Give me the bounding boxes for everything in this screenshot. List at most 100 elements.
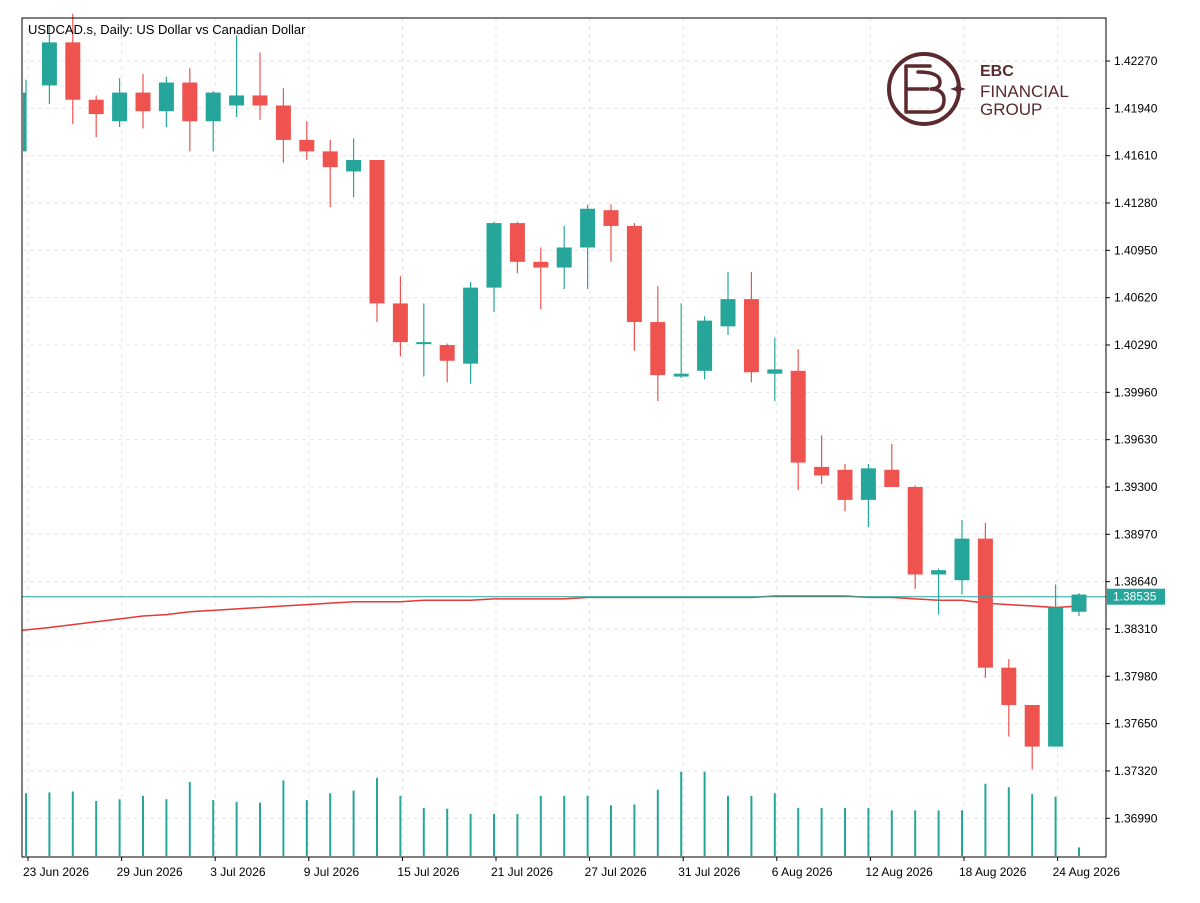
price-tick-label-12: 1.38310 [1114,622,1158,636]
candle-body-18 [439,344,455,361]
candle-44 [1048,584,1064,747]
candle-7 [182,68,198,152]
candle-8 [205,91,221,152]
candle-35 [837,464,853,512]
candle-2 [65,13,81,125]
ebc-logo: EBC FINANCIAL GROUP [887,52,1069,126]
price-tick-label-0: 1.42270 [1114,54,1158,68]
price-tick-label-9: 1.39300 [1114,480,1158,494]
candle-24 [580,204,596,290]
price-tick-label-13: 1.37980 [1114,669,1158,683]
candle-12 [299,121,315,160]
candle-layer [23,13,1087,770]
price-tick-label-7: 1.39960 [1114,385,1158,399]
candle-27 [650,286,666,401]
candle-body-38 [907,486,923,575]
candle-body-3 [88,99,104,115]
candle-body-11 [275,105,291,140]
candle-body-37 [884,469,900,487]
candle-body-7 [182,82,198,122]
candle-body-30 [720,299,736,327]
candle-32 [767,337,783,401]
candle-body-4 [112,92,128,122]
candle-body-24 [580,208,596,248]
candle-body-25 [603,210,619,226]
price-tick-label-4: 1.40950 [1114,243,1158,257]
candle-23 [556,225,572,290]
plot-frame [21,17,1107,858]
candle-body-5 [135,92,151,112]
candle-body-19 [463,287,479,364]
date-tick-label-10: 18 Aug 2026 [959,865,1027,879]
price-tick-label-6: 1.40290 [1114,338,1158,352]
candle-body-29 [697,320,713,371]
candle-body-17 [416,342,432,345]
current-price-label: 1.38535 [1113,590,1157,604]
date-tick-label-0: 23 Jun 2026 [23,865,89,879]
price-tick-label-2: 1.41610 [1114,149,1158,163]
candle-4 [112,78,128,127]
price-tick-label-10: 1.38970 [1114,527,1158,541]
candle-body-0 [23,92,27,152]
candle-1 [41,25,57,105]
candle-21 [509,221,525,274]
candle-11 [275,88,291,163]
candle-28 [673,303,689,378]
candle-body-28 [673,373,689,377]
candle-body-23 [556,247,572,268]
candle-body-36 [860,468,876,500]
date-tick-label-2: 3 Jul 2026 [210,865,266,879]
candle-29 [697,316,713,380]
candle-body-2 [65,42,81,100]
date-tick-label-8: 6 Aug 2026 [772,865,833,879]
candle-37 [884,443,900,487]
candle-body-44 [1048,607,1064,747]
candle-36 [860,464,876,528]
ebc-logo-line3: GROUP [980,100,1042,119]
date-tick-label-7: 31 Jul 2026 [678,865,740,879]
price-tick-label-16: 1.36990 [1114,811,1158,825]
ma-layer [21,595,1080,632]
candle-body-14 [346,159,362,172]
price-line-layer: 1.38535 [22,588,1165,605]
candle-15 [369,159,385,323]
candle-body-10 [252,95,268,106]
candle-body-43 [1024,704,1040,747]
candle-body-21 [509,223,525,262]
candle-body-35 [837,469,853,500]
price-tick-label-3: 1.41280 [1114,196,1158,210]
candle-body-15 [369,159,385,304]
candle-38 [907,485,923,589]
candle-body-27 [650,322,666,376]
candle-39 [931,568,947,615]
candle-body-32 [767,369,783,374]
candle-6 [158,76,174,127]
candle-body-33 [790,370,806,463]
volume-layer [25,771,1080,856]
candle-body-9 [229,95,245,106]
candle-body-6 [158,82,174,112]
candle-18 [439,343,455,383]
candle-body-34 [814,466,830,476]
candle-41 [977,522,993,678]
date-tick-label-5: 21 Jul 2026 [491,865,553,879]
candle-40 [954,519,970,595]
candle-14 [346,138,362,198]
candle-13 [322,139,338,208]
candle-body-42 [1001,667,1017,705]
candle-10 [252,52,268,120]
candle-16 [392,276,408,357]
candle-42 [1001,659,1017,737]
moving-average-line [21,595,1080,632]
candle-0 [23,79,27,152]
price-tick-label-14: 1.37650 [1114,717,1158,731]
chart-title: USDCAD.s, Daily: US Dollar vs Canadian D… [28,22,306,37]
price-tick-label-11: 1.38640 [1114,575,1158,589]
candle-body-22 [533,261,549,268]
candle-30 [720,271,736,335]
candle-43 [1024,704,1040,770]
candle-body-1 [41,42,57,86]
price-tick-label-15: 1.37320 [1114,764,1158,778]
candle-22 [533,247,549,310]
